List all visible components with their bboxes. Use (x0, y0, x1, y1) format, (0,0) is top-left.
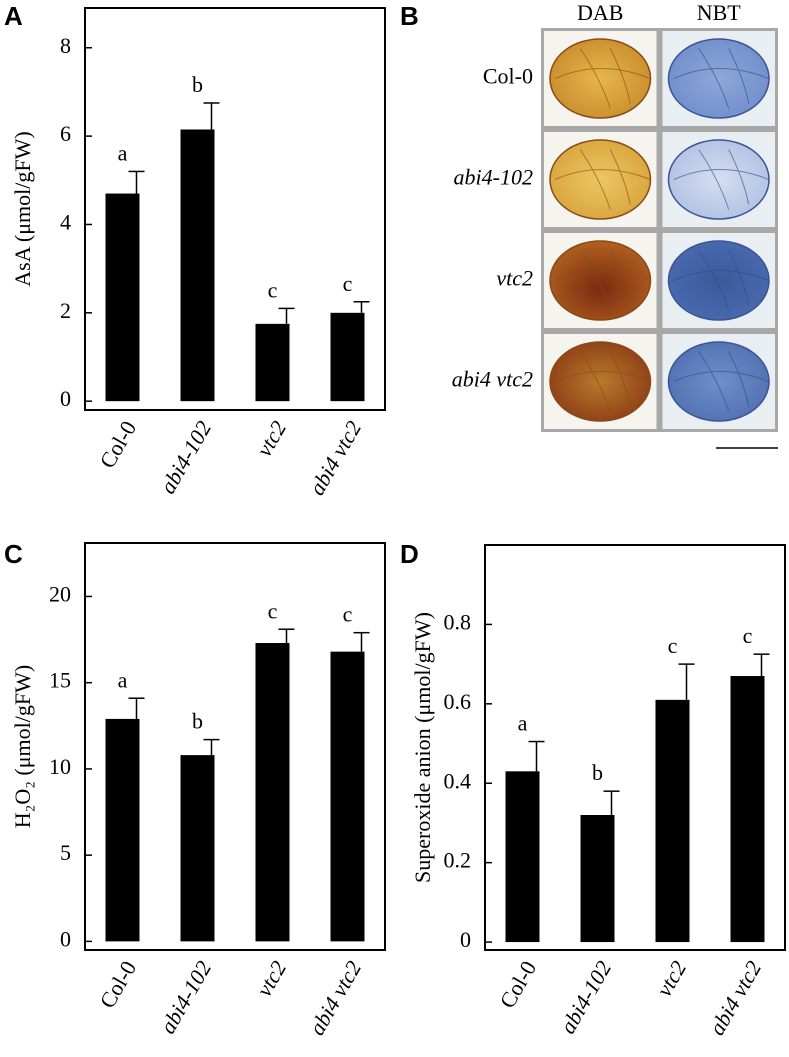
leaf-vein (555, 351, 651, 412)
leaf-vein (673, 250, 769, 311)
y-tick-label: 2 (60, 298, 71, 323)
leaf (549, 240, 652, 321)
y-tick-label: 6 (60, 121, 71, 146)
x-tick-label: vtc2 (251, 957, 291, 1001)
leaf-vein (673, 149, 769, 210)
bar (580, 815, 615, 943)
significance-letter: b (192, 72, 203, 97)
significance-letter: c (268, 277, 278, 302)
y-tick-label: 20 (49, 582, 71, 607)
column-label: DAB (577, 0, 623, 25)
leaf (667, 341, 770, 422)
x-tick-label: abi4-102 (155, 957, 216, 1038)
significance-letter: a (518, 711, 528, 736)
column-label: NBT (697, 0, 742, 25)
bar (180, 129, 215, 402)
significance-letter: c (343, 602, 353, 627)
y-axis-label: AsA (μmol/gFW) (10, 131, 35, 286)
y-tick-label: 8 (60, 33, 71, 58)
row-label: vtc2 (496, 266, 533, 291)
x-tick-label: abi4-102 (555, 957, 616, 1038)
y-tick-label: 0.6 (444, 689, 472, 714)
leaf (667, 240, 770, 321)
bar (655, 699, 690, 943)
bar (105, 718, 140, 942)
significance-letter: c (743, 623, 753, 648)
x-tick-label: abi4 vtc2 (304, 417, 366, 500)
significance-letter: a (118, 140, 128, 165)
x-tick-label: vtc2 (251, 417, 291, 461)
bar (105, 193, 140, 402)
y-tick-label: 15 (49, 668, 71, 693)
bar (330, 312, 365, 402)
bar (330, 651, 365, 942)
x-tick-label: Col-0 (494, 957, 541, 1013)
x-tick-label: abi4-102 (155, 417, 216, 498)
panel-label: D (400, 539, 419, 569)
y-tick-label: 0 (60, 926, 71, 951)
panel-label: A (4, 1, 23, 31)
panel-label: B (400, 1, 419, 31)
y-tick-label: 4 (60, 210, 71, 235)
leaf (667, 139, 770, 220)
plot-frame (84, 7, 386, 411)
significance-letter: c (343, 271, 353, 296)
y-axis-label: H₂O₂ (μmol/gFW) (10, 665, 35, 828)
leaf-vein (673, 351, 769, 412)
significance-letter: c (668, 633, 678, 658)
leaf (549, 139, 652, 220)
x-tick-label: Col-0 (94, 957, 141, 1013)
row-label: Col-0 (483, 64, 533, 89)
x-tick-label: vtc2 (651, 957, 691, 1001)
leaf-vein (673, 48, 769, 109)
y-tick-label: 0 (460, 927, 471, 952)
y-axis-label: Superoxide anion (μmol/gFW) (410, 612, 435, 883)
panel-label: C (4, 539, 23, 569)
y-tick-label: 0.2 (444, 848, 472, 873)
y-tick-label: 5 (60, 840, 71, 865)
leaf-vein (555, 250, 651, 311)
bar (255, 643, 290, 942)
x-tick-label: Col-0 (94, 417, 141, 473)
plot-frame (84, 542, 386, 951)
leaf-vein (555, 48, 651, 109)
y-tick-label: 0 (60, 386, 71, 411)
y-tick-label: 0.8 (444, 609, 472, 634)
bar (730, 676, 765, 943)
x-tick-label: abi4 vtc2 (304, 957, 366, 1040)
plot-frame (484, 544, 786, 951)
row-label: abi4 vtc2 (452, 367, 533, 392)
significance-letter: a (118, 667, 128, 692)
leaf (549, 38, 652, 119)
bar (255, 323, 290, 402)
leaf (549, 341, 652, 422)
bar (505, 771, 540, 943)
bar (180, 755, 215, 942)
significance-letter: c (268, 598, 278, 623)
y-tick-label: 0.4 (444, 768, 472, 793)
significance-letter: b (192, 709, 203, 734)
x-tick-label: abi4 vtc2 (704, 957, 766, 1040)
y-tick-label: 10 (49, 754, 71, 779)
leaf-vein (555, 149, 651, 210)
leaf (667, 38, 770, 119)
row-label: abi4-102 (454, 165, 533, 190)
significance-letter: b (592, 760, 603, 785)
